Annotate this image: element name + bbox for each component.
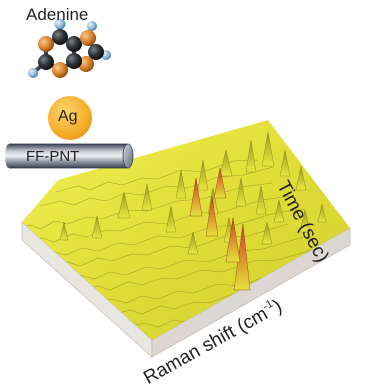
ag-nanoparticle [48, 96, 92, 140]
surface-base-side [151, 227, 351, 358]
surface-top [22, 120, 350, 340]
dominant-peaks [189, 167, 251, 291]
nanoparticle-label: Ag [58, 108, 78, 125]
adenine-molecule-icon [28, 18, 111, 78]
nanotube-icon [5, 143, 134, 169]
nanotube-label: FF-PNT [26, 148, 80, 165]
molecule-label: Adenine [26, 5, 89, 24]
raman-surface-plot [21, 120, 351, 358]
spectral-peaks [59, 131, 327, 255]
